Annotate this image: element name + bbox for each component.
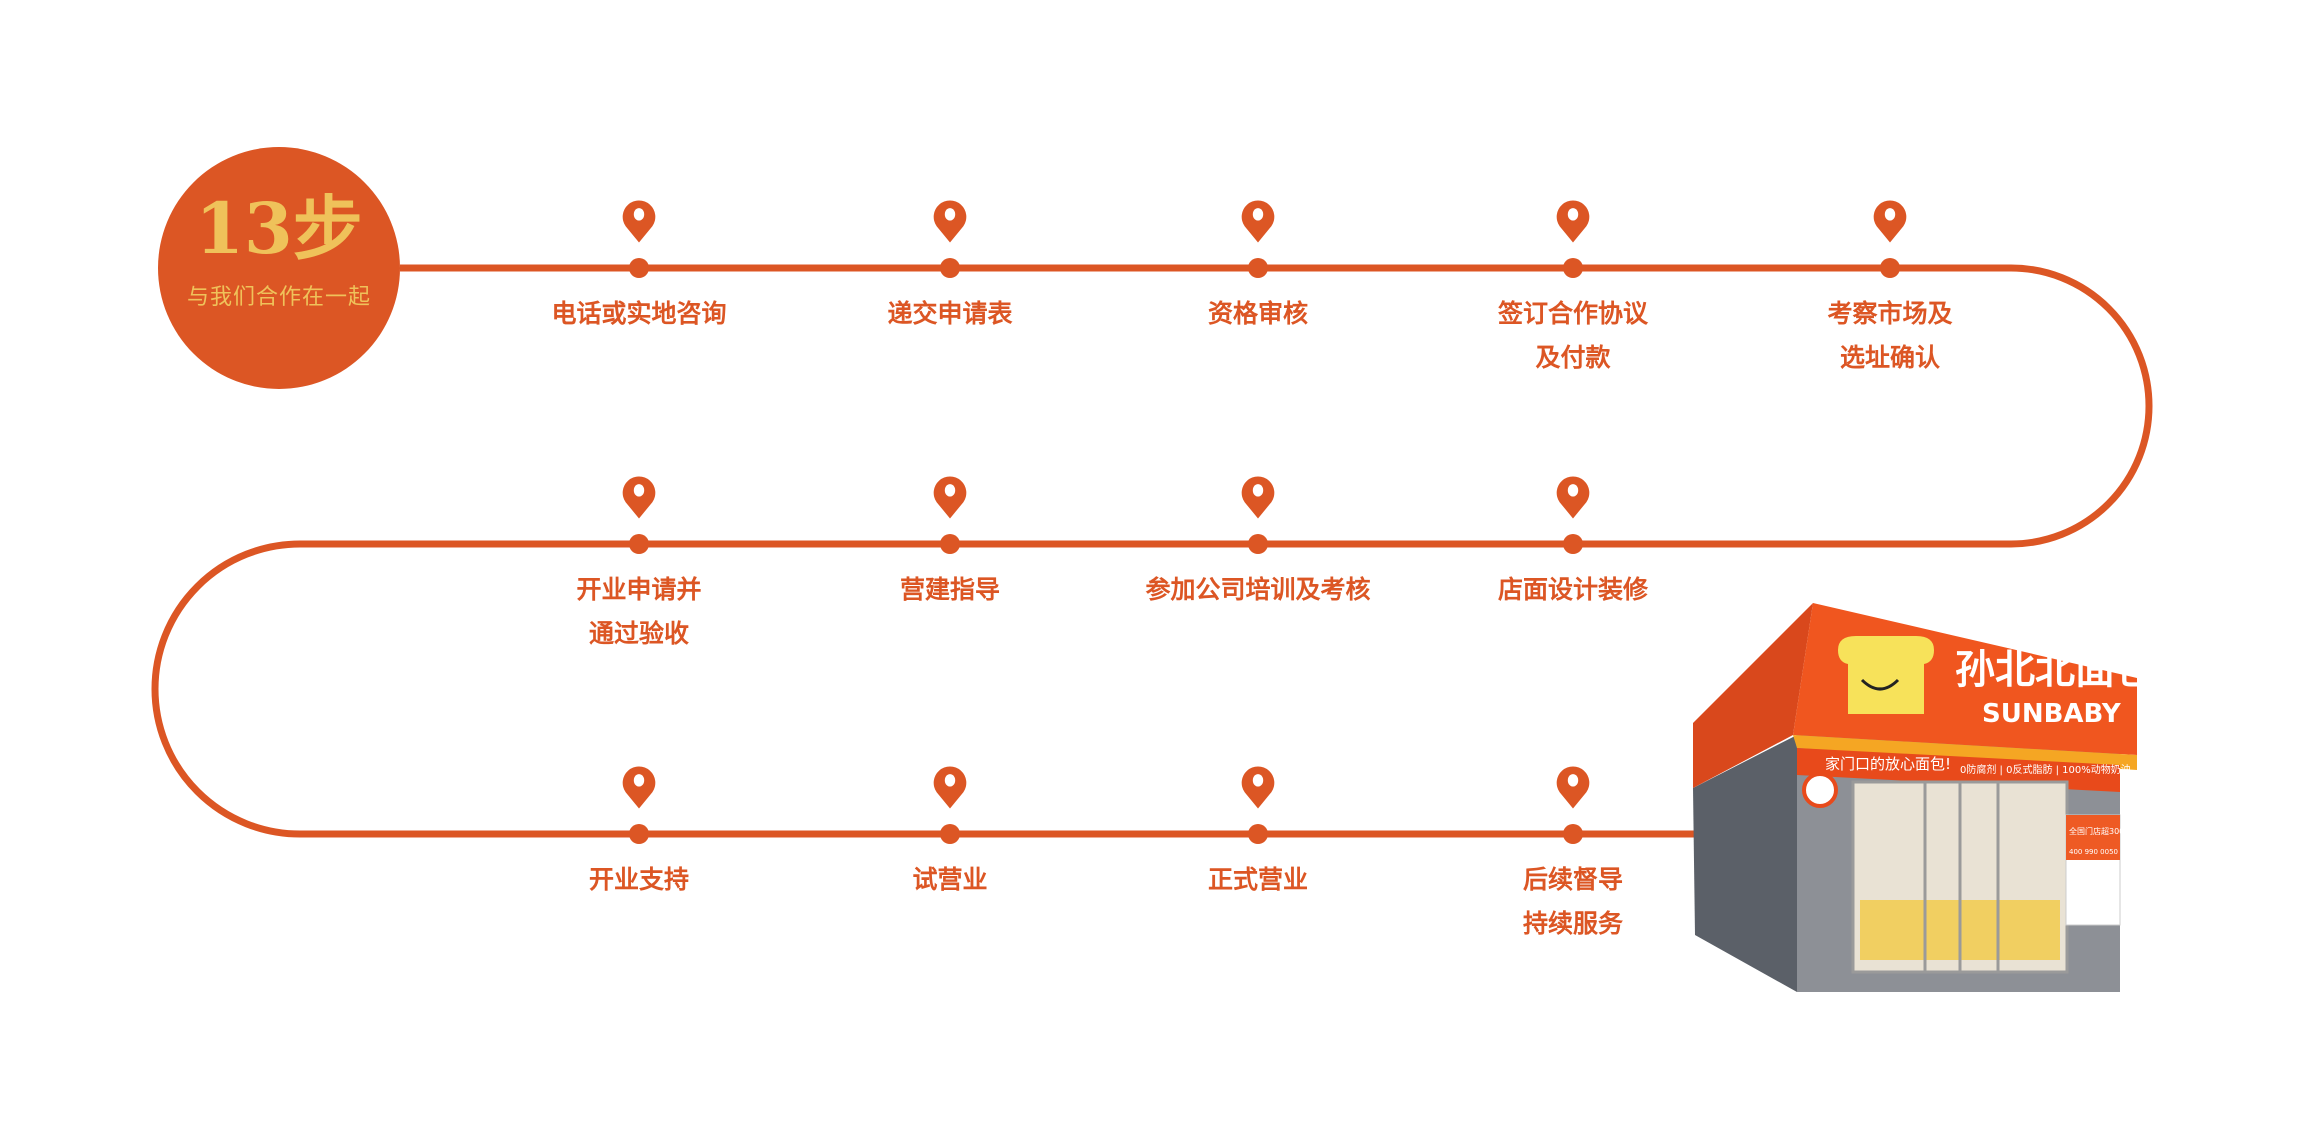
step-label: 试营业 [810, 858, 1090, 902]
step-dot [629, 534, 649, 554]
step-dot [1248, 824, 1268, 844]
step-label-line1: 电话或实地咨询 [551, 299, 727, 328]
steps-count: 13步 [195, 187, 363, 270]
step-label-line1: 资格审核 [1207, 299, 1308, 328]
step-label: 开业支持 [499, 858, 779, 902]
location-pin-icon [622, 200, 656, 243]
step-label: 开业申请并 通过验收 [499, 568, 779, 656]
step-label-line1: 开业支持 [588, 865, 689, 894]
step-dot [629, 258, 649, 278]
poster-phone: 400 990 0050 [2069, 848, 2118, 856]
location-pin-icon [933, 200, 967, 243]
step-label-line1: 递交申请表 [887, 299, 1013, 328]
step-label-line2: 通过验收 [588, 619, 689, 648]
step-dot [940, 258, 960, 278]
location-pin-icon [1241, 476, 1275, 519]
step-label-line1: 试营业 [912, 865, 988, 894]
steps-badge: 13步 与我们合作在一起 [158, 147, 400, 389]
location-pin-icon [1556, 766, 1590, 809]
step-label-line1: 正式营业 [1207, 865, 1308, 894]
step-label-line1: 考察市场及 [1827, 299, 1953, 328]
step-dot [1880, 258, 1900, 278]
step-label-line1: 开业申请并 [576, 575, 702, 604]
step-label-line2: 持续服务 [1522, 909, 1623, 938]
step-label: 电话或实地咨询 [499, 292, 779, 336]
step-dot [629, 824, 649, 844]
step-dot [1248, 534, 1268, 554]
poster-title: 全国门店超300家 [2069, 826, 2132, 836]
step-dot [940, 824, 960, 844]
location-pin-icon [1556, 476, 1590, 519]
location-pin-icon [622, 766, 656, 809]
step-dot [1563, 534, 1583, 554]
step-label: 店面设计装修 [1433, 568, 1713, 612]
location-pin-icon [1556, 200, 1590, 243]
location-pin-icon [1241, 200, 1275, 243]
store-brand-cn: 孙北北面包 [1955, 647, 2155, 693]
step-label-line2: 选址确认 [1839, 343, 1940, 372]
step-dot [1248, 258, 1268, 278]
location-pin-icon [1241, 766, 1275, 809]
step-label-line2: 及付款 [1535, 343, 1611, 372]
step-label: 参加公司培训及考核 [1118, 568, 1398, 612]
step-label: 正式营业 [1118, 858, 1398, 902]
step-label-line1: 店面设计装修 [1497, 575, 1648, 604]
step-label: 资格审核 [1118, 292, 1398, 336]
step-label: 后续督导 持续服务 [1433, 858, 1713, 946]
step-dot [940, 534, 960, 554]
step-dot [1563, 824, 1583, 844]
store-brand-en: SUNBABY [1982, 699, 2122, 729]
step-label-line1: 营建指导 [899, 575, 1000, 604]
step-label: 签订合作协议 及付款 [1433, 292, 1713, 380]
store-claims: 0防腐剂 | 0反式脂肪 | 100%动物奶油 [1960, 763, 2131, 776]
location-pin-icon [622, 476, 656, 519]
steps-subtitle: 与我们合作在一起 [186, 285, 371, 310]
store-slogan: 家门口的放心面包! [1825, 755, 1951, 773]
step-dot [1563, 258, 1583, 278]
step-label: 考察市场及 选址确认 [1750, 292, 2030, 380]
location-pin-icon [1873, 200, 1907, 243]
step-label-line1: 后续督导 [1522, 865, 1623, 894]
step-label: 营建指导 [810, 568, 1090, 612]
location-pin-icon [933, 476, 967, 519]
location-pin-icon [933, 766, 967, 809]
step-label-line1: 签订合作协议 [1497, 299, 1648, 328]
step-label-line1: 参加公司培训及考核 [1145, 575, 1371, 604]
step-label: 递交申请表 [810, 292, 1090, 336]
